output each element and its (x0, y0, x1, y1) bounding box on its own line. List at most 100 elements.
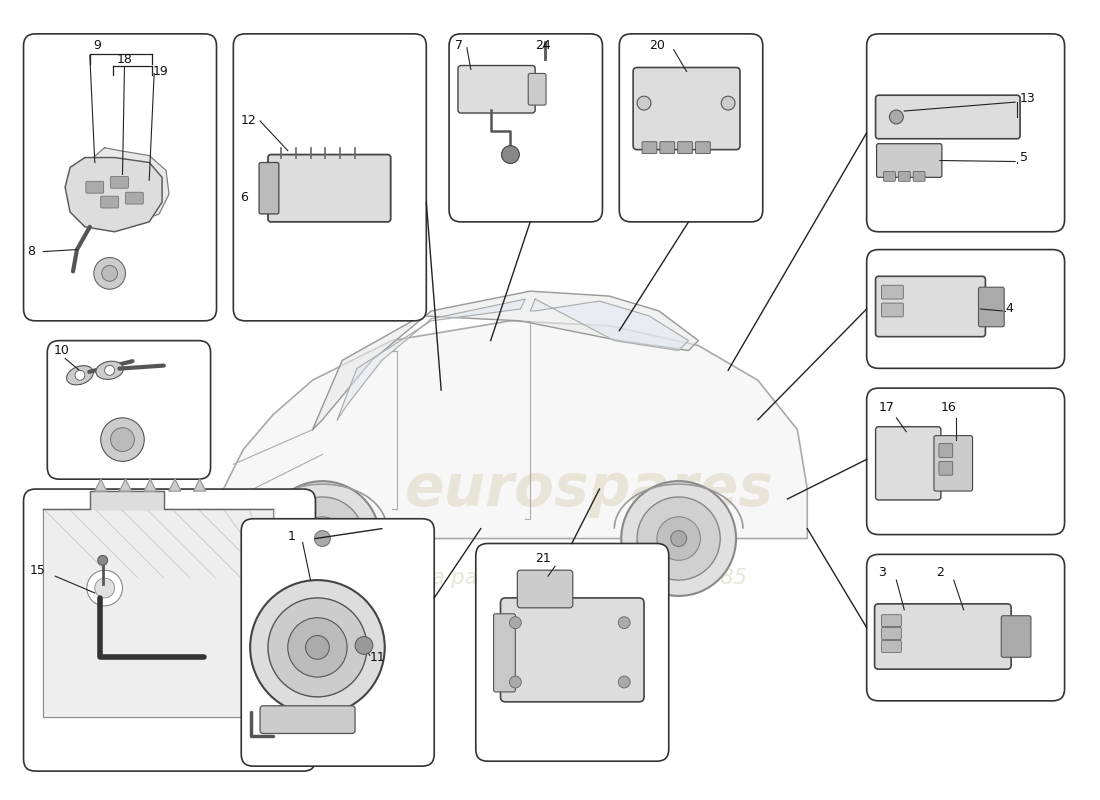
FancyBboxPatch shape (500, 598, 644, 702)
FancyBboxPatch shape (660, 142, 674, 154)
Text: 21: 21 (536, 552, 551, 565)
Polygon shape (194, 479, 206, 491)
Circle shape (637, 497, 720, 580)
Text: 11: 11 (370, 650, 386, 664)
FancyBboxPatch shape (874, 604, 1011, 669)
Text: 5: 5 (1020, 151, 1028, 164)
FancyBboxPatch shape (125, 192, 143, 204)
Polygon shape (120, 479, 131, 491)
Circle shape (355, 637, 373, 654)
Polygon shape (65, 158, 162, 232)
Circle shape (509, 617, 521, 629)
FancyBboxPatch shape (979, 287, 1004, 326)
FancyBboxPatch shape (939, 443, 953, 458)
Circle shape (315, 530, 330, 546)
Circle shape (657, 517, 701, 560)
Circle shape (280, 497, 364, 580)
FancyBboxPatch shape (876, 276, 986, 337)
Circle shape (75, 370, 85, 380)
FancyBboxPatch shape (260, 706, 355, 734)
Circle shape (94, 258, 125, 289)
FancyBboxPatch shape (881, 614, 901, 626)
Polygon shape (95, 479, 107, 491)
FancyBboxPatch shape (494, 614, 516, 692)
Circle shape (618, 617, 630, 629)
FancyBboxPatch shape (913, 171, 925, 182)
FancyBboxPatch shape (241, 518, 434, 766)
FancyBboxPatch shape (47, 341, 210, 479)
FancyBboxPatch shape (881, 303, 903, 317)
Text: 17: 17 (879, 402, 894, 414)
Text: 16: 16 (940, 402, 957, 414)
Text: eurospares: eurospares (405, 461, 774, 518)
FancyBboxPatch shape (23, 489, 316, 771)
Circle shape (306, 635, 329, 659)
FancyBboxPatch shape (877, 144, 942, 178)
Circle shape (98, 555, 108, 566)
FancyBboxPatch shape (881, 286, 903, 299)
Circle shape (621, 481, 736, 596)
Text: a passion for parts since 1985: a passion for parts since 1985 (432, 568, 747, 588)
FancyBboxPatch shape (883, 171, 895, 182)
Text: 24: 24 (536, 39, 551, 52)
FancyBboxPatch shape (23, 34, 217, 321)
FancyBboxPatch shape (458, 66, 536, 113)
FancyBboxPatch shape (528, 74, 546, 105)
Circle shape (104, 366, 114, 375)
FancyBboxPatch shape (260, 162, 279, 214)
Polygon shape (312, 291, 698, 430)
Text: 8: 8 (28, 245, 35, 258)
FancyBboxPatch shape (867, 250, 1065, 368)
FancyBboxPatch shape (934, 436, 972, 491)
Circle shape (300, 517, 344, 560)
Polygon shape (223, 321, 807, 538)
Circle shape (101, 418, 144, 462)
Polygon shape (43, 509, 273, 717)
FancyBboxPatch shape (619, 34, 762, 222)
Text: 3: 3 (879, 566, 887, 578)
FancyBboxPatch shape (867, 388, 1065, 534)
Circle shape (95, 578, 114, 598)
Text: 10: 10 (53, 344, 69, 357)
Text: 20: 20 (649, 39, 664, 52)
Circle shape (671, 530, 686, 546)
FancyBboxPatch shape (111, 176, 129, 188)
Circle shape (637, 96, 651, 110)
Ellipse shape (67, 366, 94, 385)
Text: 6: 6 (240, 190, 249, 204)
Polygon shape (43, 491, 273, 509)
FancyBboxPatch shape (634, 67, 740, 150)
Circle shape (101, 266, 118, 282)
FancyBboxPatch shape (899, 171, 910, 182)
FancyBboxPatch shape (642, 142, 657, 154)
FancyBboxPatch shape (233, 34, 427, 321)
FancyBboxPatch shape (867, 554, 1065, 701)
FancyBboxPatch shape (876, 95, 1020, 138)
FancyBboxPatch shape (101, 196, 119, 208)
Text: 1: 1 (288, 530, 296, 543)
FancyBboxPatch shape (1001, 616, 1031, 658)
Circle shape (509, 676, 521, 688)
Polygon shape (169, 479, 180, 491)
Polygon shape (144, 479, 156, 491)
Circle shape (111, 428, 134, 451)
FancyBboxPatch shape (678, 142, 693, 154)
Text: 7: 7 (455, 39, 463, 52)
FancyBboxPatch shape (268, 154, 390, 222)
Circle shape (250, 580, 385, 714)
Ellipse shape (96, 362, 123, 379)
Text: 15: 15 (30, 564, 45, 577)
Circle shape (618, 676, 630, 688)
Text: 12: 12 (240, 114, 256, 127)
FancyBboxPatch shape (881, 628, 901, 639)
Text: 19: 19 (152, 65, 168, 78)
Text: 18: 18 (117, 53, 132, 66)
Text: 9: 9 (92, 39, 101, 52)
Text: 4: 4 (1005, 302, 1013, 315)
Circle shape (265, 481, 379, 596)
Polygon shape (87, 148, 169, 224)
FancyBboxPatch shape (876, 426, 940, 500)
Polygon shape (338, 299, 526, 420)
FancyBboxPatch shape (449, 34, 603, 222)
Circle shape (722, 96, 735, 110)
